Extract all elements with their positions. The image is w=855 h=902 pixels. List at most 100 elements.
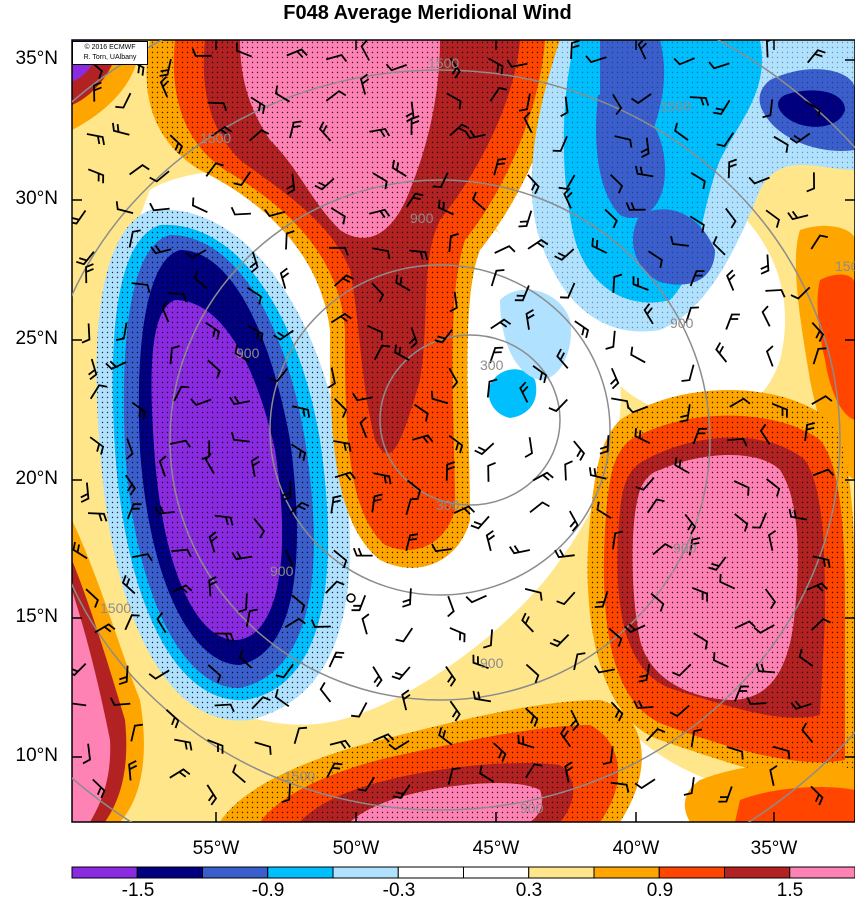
wind-barb — [509, 545, 530, 555]
lat-label: 15°N — [15, 606, 58, 627]
wind-barb — [230, 431, 250, 443]
wind-barb — [560, 282, 576, 299]
wind-barb — [608, 627, 623, 647]
wind-barb — [725, 313, 740, 330]
wind-barb — [708, 556, 727, 571]
wind-barb — [612, 530, 624, 550]
wind-barb — [334, 398, 348, 418]
wind-barb — [371, 493, 383, 513]
wind-barb — [208, 531, 218, 553]
wind-barb — [487, 461, 496, 482]
wind-barb — [125, 438, 134, 460]
wind-barb — [391, 159, 407, 177]
wind-barb — [92, 778, 106, 799]
wind-barb — [610, 701, 624, 722]
wind-barb — [110, 697, 131, 706]
wind-barb — [609, 174, 624, 194]
wind-barb — [632, 276, 649, 291]
wind-barb — [388, 740, 410, 751]
wind-barb — [292, 405, 311, 418]
wind-barb — [594, 590, 609, 608]
wind-barb — [238, 649, 253, 669]
wind-barb — [690, 172, 706, 190]
wind-barb — [674, 122, 689, 141]
wind-barb — [761, 305, 771, 327]
wind-barb — [446, 92, 462, 110]
wind-barb — [524, 437, 533, 458]
wind-barb — [284, 617, 306, 628]
wind-barb — [734, 513, 749, 532]
wind-barb — [281, 783, 291, 804]
wind-barb — [124, 614, 140, 631]
wind-barb — [652, 543, 673, 556]
wind-barb — [556, 348, 569, 369]
lon-label: 45°W — [472, 838, 520, 859]
wind-barb — [573, 652, 586, 671]
wind-barb — [236, 42, 253, 58]
wind-barb — [570, 40, 580, 60]
colorbar-swatch — [463, 866, 530, 879]
wind-barb — [570, 709, 580, 732]
wind-barb — [115, 201, 134, 214]
wind-barb — [118, 665, 129, 686]
wind-barb — [643, 303, 654, 325]
wind-barb — [330, 494, 342, 514]
wind-barb — [369, 208, 391, 219]
wind-barb — [325, 53, 348, 62]
wind-barb — [806, 49, 826, 64]
wind-barb — [688, 537, 701, 556]
wind-barb — [72, 209, 87, 225]
wind-barb — [708, 61, 730, 70]
wind-barb — [329, 246, 349, 256]
wind-barb — [693, 632, 709, 650]
wind-barb — [765, 289, 786, 298]
wind-barb — [129, 164, 150, 176]
wind-barb — [609, 367, 620, 390]
wind-barb — [330, 207, 346, 225]
wind-barb — [334, 471, 356, 481]
wind-barb — [712, 235, 726, 256]
wind-barb — [806, 582, 828, 592]
wind-barb — [773, 135, 789, 153]
wind-barb — [430, 390, 449, 405]
wind-barb — [329, 739, 351, 750]
wind-barb — [247, 286, 262, 305]
wind-barb — [169, 439, 191, 448]
colorbar — [71, 866, 855, 879]
colorbar-label: -0.9 — [251, 880, 285, 901]
wind-barb — [171, 584, 193, 594]
colorbar-swatch — [789, 866, 855, 879]
wind-barb — [685, 306, 699, 324]
wind-barb — [85, 588, 99, 608]
wind-barb — [726, 269, 736, 291]
wind-barb — [230, 206, 251, 216]
wind-barb — [154, 505, 175, 515]
wind-barb — [333, 274, 354, 287]
wind-barb — [432, 172, 449, 188]
wind-barb — [395, 274, 411, 292]
wind-barb — [635, 165, 654, 178]
wind-barb — [165, 709, 180, 729]
wind-barb — [289, 501, 310, 515]
wind-barb — [115, 322, 128, 341]
wind-barb — [490, 269, 505, 287]
wind-barb — [208, 576, 218, 597]
wind-barb — [614, 135, 633, 148]
wind-barb — [759, 423, 771, 445]
wind-barb — [279, 267, 290, 289]
wind-barb — [264, 208, 286, 218]
wind-barb — [648, 250, 663, 268]
wind-barb — [635, 477, 655, 491]
wind-barb — [765, 345, 774, 367]
wind-barbs — [72, 40, 835, 806]
contour-label: 900 — [270, 563, 294, 579]
wind-barb — [359, 416, 368, 438]
wind-barb — [524, 588, 543, 601]
wind-barb — [249, 251, 259, 273]
wind-barb — [811, 321, 825, 343]
wind-barb — [517, 734, 535, 749]
wind-barb — [373, 344, 391, 361]
wind-barb — [563, 187, 573, 209]
wind-barb — [690, 728, 703, 748]
